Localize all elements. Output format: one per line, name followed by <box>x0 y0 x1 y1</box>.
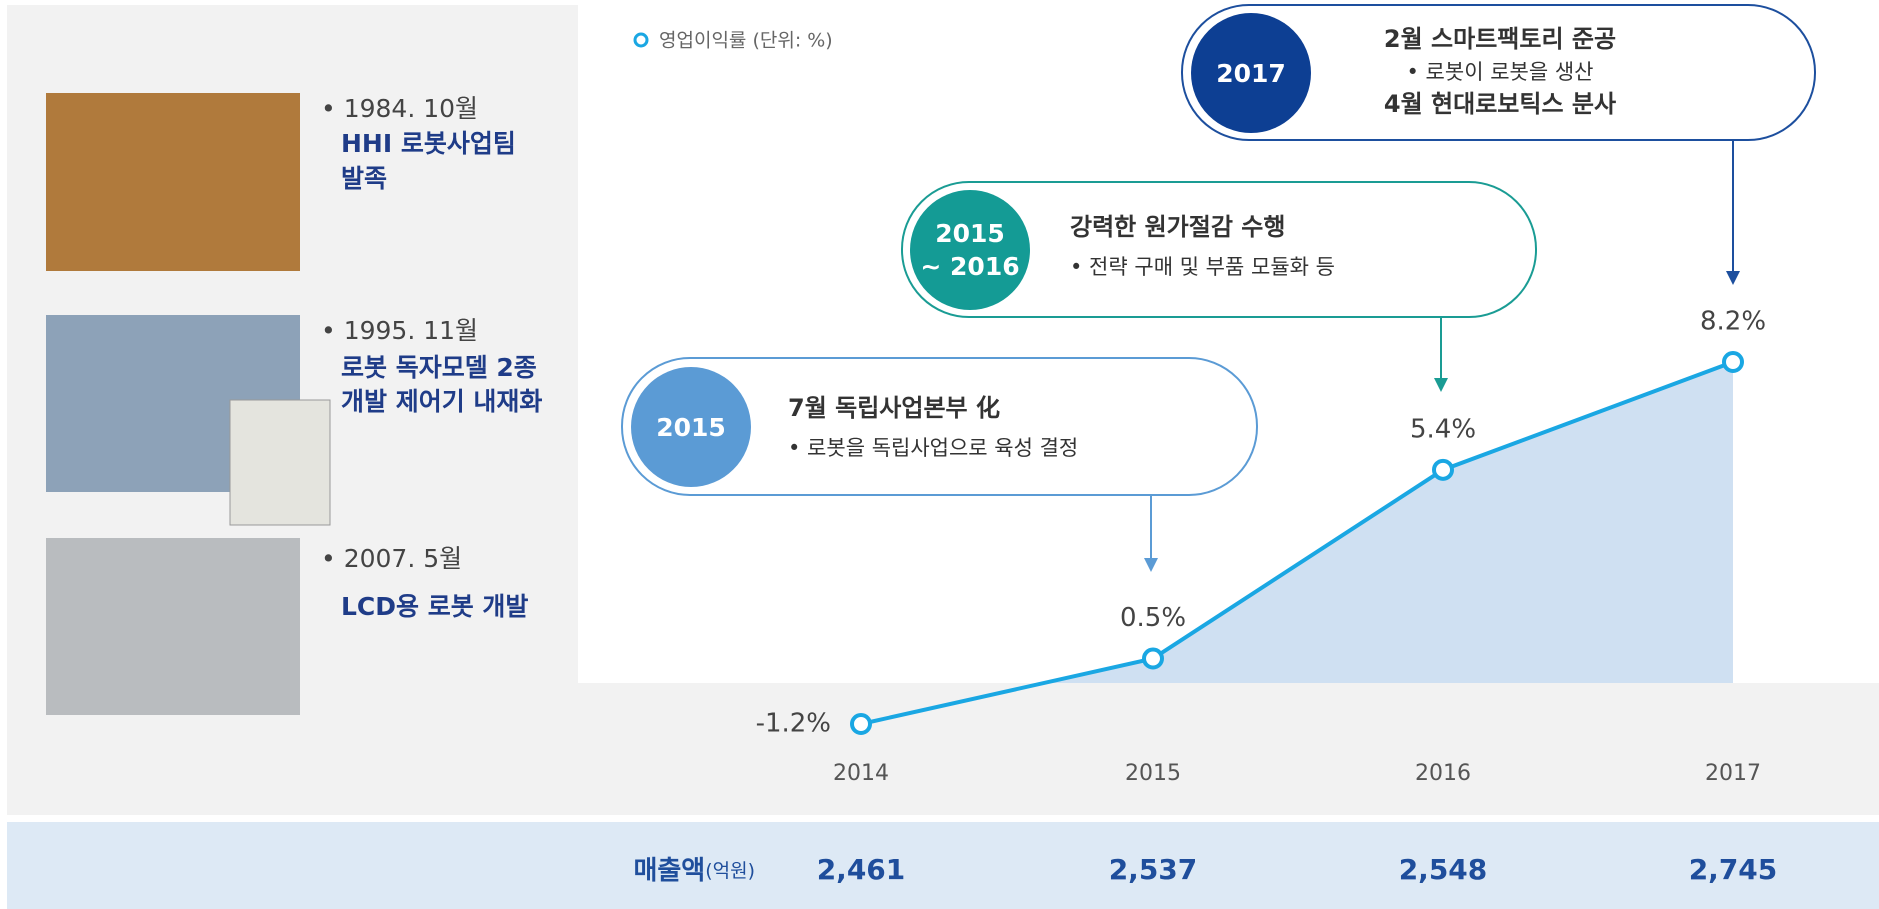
arrow-head <box>1144 558 1158 572</box>
line <box>860 360 1734 726</box>
arrow-head <box>1726 271 1740 285</box>
callout-title: 7월 독립사업본부 化 <box>788 394 1000 422</box>
x-tick-label: 2015 <box>1125 761 1181 786</box>
callout-title: 강력한 원가절감 수행 <box>1070 213 1285 241</box>
callout-box <box>621 357 1258 496</box>
milestone-text: 발족 <box>341 164 387 193</box>
milestones: • 1984. 10월 HHI 로봇사업팀 발족 • 1995. 11월 로봇 … <box>46 93 542 715</box>
revenue-value: 2,537 <box>1109 853 1198 886</box>
callout: 2015 ~ 2016 강력한 원가절감 수행 • 전략 구매 및 부품 모듈화… <box>901 181 1537 392</box>
area <box>861 362 1733 683</box>
photo <box>46 93 300 271</box>
callout-period: 2015 <box>656 413 726 442</box>
milestone-date: • 1984. 10월 <box>321 94 478 123</box>
legend-label: 영업이익률 (단위: %) <box>659 30 833 52</box>
revenue-unit: (억원) <box>705 860 755 882</box>
revenue-value: 2,745 <box>1689 853 1778 886</box>
revenue-value: 2,548 <box>1399 853 1488 886</box>
point <box>1722 351 1744 373</box>
value-label: 5.4% <box>1410 414 1476 444</box>
callout-badge <box>1191 13 1311 133</box>
photo <box>229 399 331 526</box>
callout-period: 2017 <box>1216 59 1286 88</box>
milestone-text: 로봇 독자모델 2종 <box>341 353 537 382</box>
point <box>850 713 872 735</box>
callout-title: 2월 스마트팩토리 준공 <box>1384 25 1616 53</box>
point <box>1142 647 1164 670</box>
arrow-head <box>1434 378 1448 392</box>
callout-title: 4월 현대로보틱스 분사 <box>1384 90 1616 118</box>
callout: 2015 7월 독립사업본부 化 • 로봇을 독립사업으로 육성 결정 <box>621 357 1258 572</box>
callout-text: • 로봇이 로봇을 생산 <box>1407 60 1594 84</box>
milestone-text: LCD용 로봇 개발 <box>341 592 528 621</box>
revenue-value: 2,461 <box>817 853 906 886</box>
revenue-band <box>7 822 1879 909</box>
callout-period: 2015 <box>935 219 1005 248</box>
point <box>1432 458 1454 481</box>
milestone-date: • 2007. 5월 <box>321 544 462 573</box>
milestone-text: HHI 로봇사업팀 <box>341 129 516 158</box>
milestone-date: • 1995. 11월 <box>321 316 478 345</box>
revenue-label: 매출액(억원) <box>633 856 755 886</box>
value-label: -1.2% <box>756 709 831 739</box>
x-tick-label: 2014 <box>833 761 889 786</box>
x-tick-label: 2017 <box>1705 761 1761 786</box>
value-label: 8.2% <box>1700 307 1766 337</box>
x-tick-label: 2016 <box>1415 761 1471 786</box>
plot: -1.2% 0.5% 5.4% 8.2% <box>756 307 1766 739</box>
callout-text: • 전략 구매 및 부품 모듈화 등 <box>1070 255 1335 279</box>
milestone-text: 개발 제어기 내재화 <box>341 387 542 416</box>
callout-period: ~ 2016 <box>920 252 1019 281</box>
callout-badge <box>631 367 751 487</box>
legend-marker <box>633 32 649 48</box>
revenue-title: 매출액 <box>633 856 705 886</box>
photo <box>46 538 300 715</box>
callout: 2017 2월 스마트팩토리 준공 • 로봇이 로봇을 생산 4월 현대로보틱스… <box>1181 4 1816 285</box>
callout-text: • 로봇을 독립사업으로 육성 결정 <box>788 436 1078 460</box>
callout-box <box>1181 4 1816 141</box>
callout-badge <box>910 190 1030 310</box>
callout-box <box>901 181 1537 318</box>
value-label: 0.5% <box>1120 603 1186 633</box>
